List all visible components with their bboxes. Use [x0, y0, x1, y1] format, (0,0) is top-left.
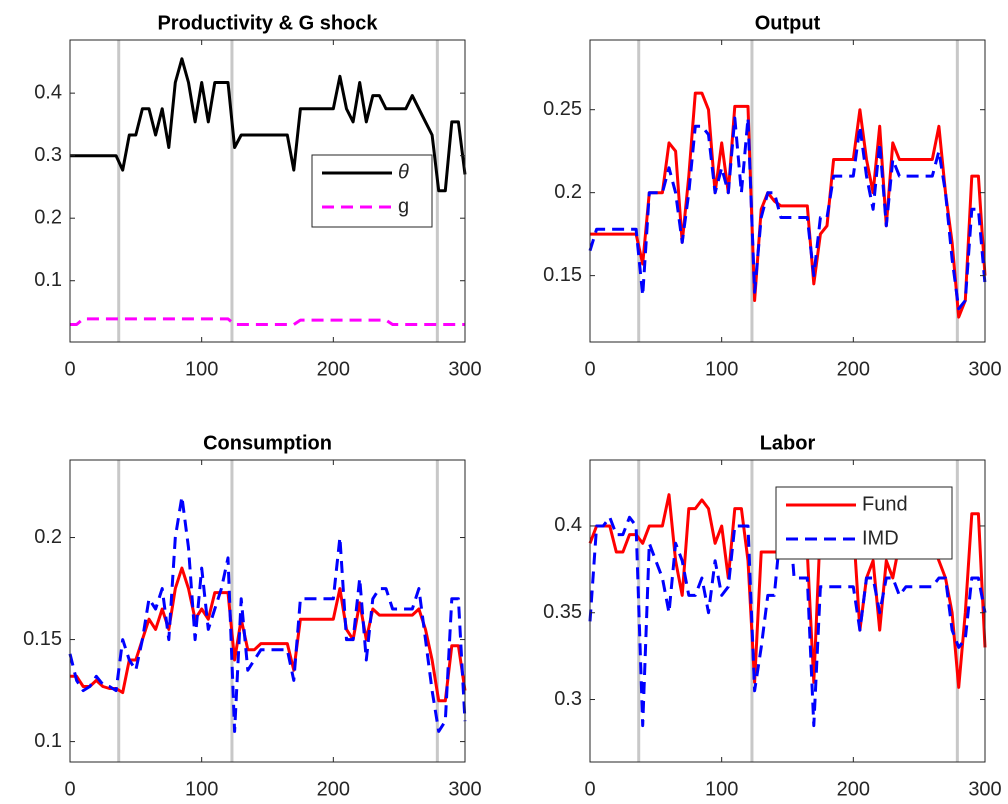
- x-tick-label: 0: [64, 778, 75, 800]
- series-line: [70, 566, 467, 703]
- y-tick-label: 0.4: [554, 514, 582, 536]
- x-tick-label: 100: [185, 358, 218, 380]
- axes-background: [70, 460, 465, 762]
- axes-box: [69, 459, 466, 763]
- y-tick-label: 0.15: [543, 264, 582, 286]
- x-tick-label: 100: [705, 358, 738, 380]
- axes-box: [589, 459, 986, 763]
- y-tick-label: 0.4: [34, 81, 62, 103]
- chart-title: Productivity & G shock: [157, 12, 378, 34]
- legend-label: g: [398, 195, 409, 217]
- chart-title: Labor: [760, 432, 816, 454]
- legend-box: [775, 486, 953, 560]
- x-tick-label: 0: [64, 358, 75, 380]
- x-tick-label: 300: [448, 778, 481, 800]
- series-line: [70, 57, 467, 193]
- legend-box: [311, 154, 433, 228]
- x-tick-label: 300: [968, 778, 1001, 800]
- y-tick-label: 0.15: [23, 628, 62, 650]
- legend-label: θ: [398, 161, 409, 183]
- chart-title: Output: [755, 12, 821, 34]
- x-tick-label: 200: [837, 778, 870, 800]
- x-tick-label: 100: [185, 778, 218, 800]
- x-tick-label: 0: [584, 358, 595, 380]
- x-tick-label: 0: [584, 778, 595, 800]
- y-tick-label: 0.3: [34, 144, 62, 166]
- x-tick-label: 300: [448, 358, 481, 380]
- axes-box: [69, 39, 466, 343]
- y-tick-label: 0.2: [34, 526, 62, 548]
- y-tick-label: 0.2: [554, 181, 582, 203]
- y-tick-label: 0.25: [543, 98, 582, 120]
- y-tick-label: 0.35: [543, 601, 582, 623]
- x-tick-label: 200: [317, 358, 350, 380]
- x-tick-label: 300: [968, 358, 1001, 380]
- series-line: [70, 317, 465, 326]
- series-line: [588, 116, 987, 311]
- legend-label: IMD: [862, 527, 899, 549]
- x-tick-label: 200: [837, 358, 870, 380]
- y-tick-label: 0.2: [34, 206, 62, 228]
- y-tick-label: 0.1: [34, 269, 62, 291]
- y-tick-label: 0.3: [554, 688, 582, 710]
- legend-label: Fund: [862, 493, 908, 515]
- axes-box: [589, 39, 986, 343]
- x-tick-label: 200: [317, 778, 350, 800]
- x-tick-label: 100: [705, 778, 738, 800]
- chart-title: Consumption: [203, 432, 332, 454]
- y-tick-label: 0.1: [34, 730, 62, 752]
- axes-background: [590, 40, 985, 342]
